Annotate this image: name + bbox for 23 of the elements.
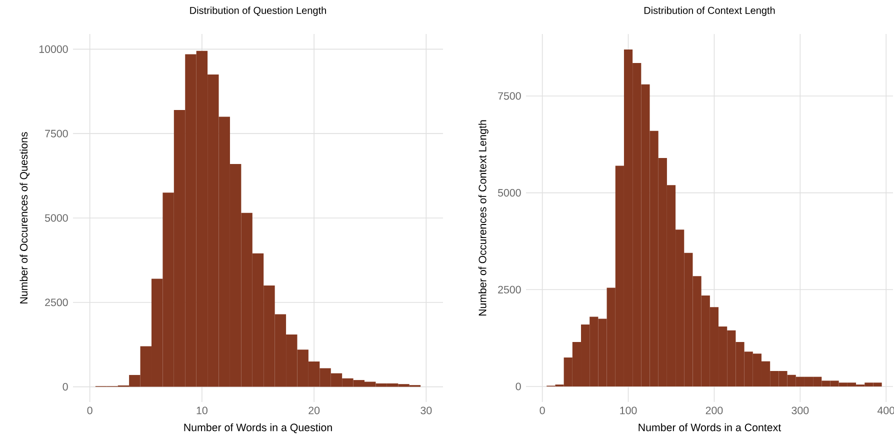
- x-tick-label: 0: [540, 406, 545, 414]
- y-tick-label: 0: [516, 382, 521, 390]
- x-axis-title: Number of Words in a Context: [638, 423, 782, 432]
- x-axis-title: Number of Words in a Question: [184, 423, 332, 434]
- x-tick-label: 30: [420, 406, 432, 414]
- y-tick-label: 10000: [39, 45, 68, 53]
- x-tick-label: 10: [196, 406, 208, 414]
- y-tick-label: 2500: [498, 286, 521, 294]
- y-tick-label: 5000: [44, 214, 68, 222]
- y-tick-label: 5000: [498, 189, 521, 197]
- y-tick-label: 7500: [45, 130, 68, 138]
- y-axis-title: Number of Occurences of Questions: [20, 132, 30, 304]
- x-tick-label: 300: [792, 406, 809, 414]
- y-axis-title: Number of Occurences of Context Length: [478, 120, 488, 316]
- y-tick-label: 7500: [498, 92, 521, 100]
- chart-title: Distribution of Context Length: [644, 6, 775, 16]
- x-tick-label: 20: [308, 406, 320, 414]
- y-tick-label: 0: [62, 383, 68, 391]
- chart-title: Distribution of Question Length: [190, 6, 326, 16]
- x-tick-label: 100: [620, 406, 637, 414]
- y-tick-label: 2500: [45, 298, 68, 306]
- x-tick-label: 200: [706, 406, 723, 414]
- x-tick-label: 0: [87, 406, 92, 414]
